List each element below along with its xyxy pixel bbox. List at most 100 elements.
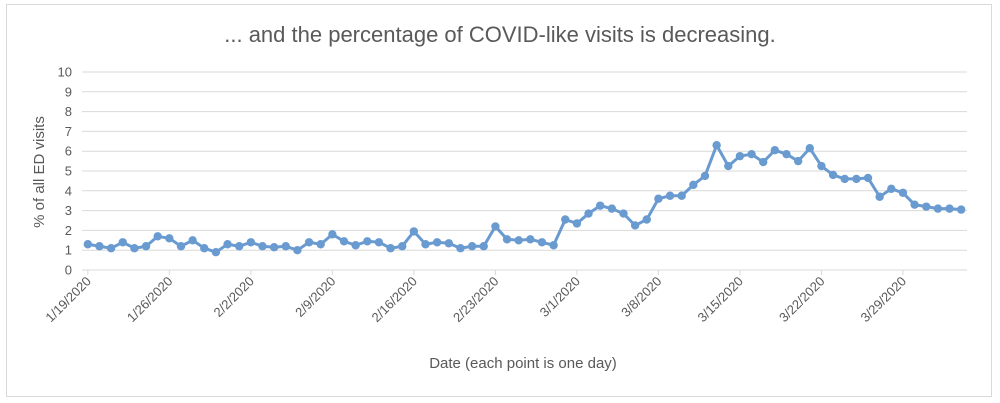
- data-point: [863, 173, 873, 183]
- data-point: [456, 244, 465, 253]
- data-point: [83, 240, 93, 249]
- data-point: [887, 184, 896, 194]
- data-point: [665, 191, 675, 200]
- y-tick-label: 2: [65, 223, 72, 238]
- data-point: [549, 241, 558, 250]
- data-point: [724, 161, 733, 171]
- y-tick-label: 9: [65, 84, 72, 99]
- data-point: [712, 141, 721, 150]
- data-point: [595, 201, 605, 210]
- x-tick-label: 3/15/2020: [695, 274, 747, 326]
- data-point: [491, 222, 500, 231]
- data-point: [759, 157, 768, 167]
- data-point: [747, 149, 756, 159]
- data-point: [572, 219, 582, 228]
- data-point: [363, 237, 372, 246]
- gridlines: [82, 71, 967, 271]
- data-point: [910, 200, 919, 209]
- data-point: [165, 234, 174, 243]
- series-line: [87, 143, 962, 254]
- x-tick-label: 2/2/2020: [211, 274, 257, 320]
- data-point: [467, 242, 477, 251]
- data-point: [619, 209, 628, 218]
- data-point: [130, 244, 139, 253]
- y-tick-label: 7: [65, 124, 72, 139]
- data-point: [898, 188, 908, 197]
- data-point: [421, 240, 430, 249]
- data-point: [770, 146, 780, 155]
- y-tick-label: 4: [65, 183, 72, 198]
- data-point: [782, 149, 791, 159]
- data-point: [526, 235, 535, 244]
- data-point: [828, 170, 838, 180]
- data-point: [502, 235, 512, 244]
- y-tick-label: 6: [65, 144, 72, 159]
- data-point: [956, 205, 966, 214]
- data-point: [211, 247, 221, 257]
- x-tick-label: 2/23/2020: [450, 274, 502, 326]
- y-tick-label: 1: [65, 243, 72, 258]
- y-tick-label: 5: [65, 164, 72, 179]
- data-point: [630, 221, 640, 230]
- y-tick-label: 10: [58, 65, 72, 80]
- data-point: [316, 240, 325, 249]
- data-point: [945, 204, 954, 213]
- data-point: [235, 242, 244, 251]
- data-point: [432, 238, 442, 247]
- data-point: [875, 192, 884, 201]
- chart-frame: [6, 4, 992, 397]
- data-point: [386, 244, 395, 253]
- data-point: [677, 191, 686, 200]
- data-point: [141, 242, 151, 251]
- x-tick-label: 1/26/2020: [124, 274, 176, 326]
- x-tick-label: 3/22/2020: [776, 274, 828, 326]
- x-tick-label: 2/9/2020: [292, 274, 338, 320]
- data-point: [689, 180, 698, 190]
- y-tick-label: 8: [65, 104, 72, 119]
- data-point: [654, 194, 663, 203]
- data-point: [922, 202, 931, 211]
- data-point: [700, 171, 710, 181]
- data-point: [537, 238, 547, 247]
- data-point: [176, 242, 186, 251]
- data-point: [584, 209, 593, 218]
- data-point: [339, 237, 349, 246]
- data-point: [95, 242, 104, 251]
- data-point: [269, 243, 279, 252]
- data-point: [374, 238, 384, 247]
- data-point: [188, 236, 197, 245]
- data-point: [293, 246, 302, 255]
- data-point: [304, 238, 314, 247]
- x-axis-title: Date (each point is one day): [429, 355, 617, 372]
- data-point: [817, 161, 826, 171]
- x-tick-label: 2/16/2020: [368, 274, 420, 326]
- data-point: [793, 156, 803, 166]
- data-point: [840, 174, 849, 184]
- data-point: [223, 240, 232, 249]
- data-point: [444, 239, 454, 248]
- data-point: [118, 238, 127, 247]
- data-point: [607, 204, 617, 213]
- data-point: [328, 230, 337, 239]
- data-point: [106, 244, 116, 253]
- x-tick-labels: 1/19/2020 1/26/2020 2/2/2020 2/9/2020 2/16/2…: [42, 270, 909, 325]
- data-point: [351, 241, 360, 250]
- x-tick-label: 3/8/2020: [618, 274, 664, 320]
- data-point: [805, 144, 814, 153]
- data-point: [409, 227, 419, 236]
- data-point: [561, 215, 570, 224]
- data-point: [200, 244, 209, 253]
- y-tick-label: 3: [65, 203, 72, 218]
- data-point: [514, 236, 523, 245]
- y-tick-labels: 0 1 2 3 4 5 6 7 8 9 10: [58, 65, 72, 278]
- data-point: [852, 174, 861, 184]
- data-point: [479, 242, 488, 251]
- data-point: [153, 232, 162, 241]
- data-point: [735, 151, 745, 161]
- y-axis-title: % of all ED visits: [31, 116, 48, 228]
- data-point: [281, 242, 290, 251]
- data-point: [258, 242, 267, 251]
- chart-title: ... and the percentage of COVID-like vis…: [224, 22, 776, 47]
- x-tick-label: 3/29/2020: [858, 274, 910, 326]
